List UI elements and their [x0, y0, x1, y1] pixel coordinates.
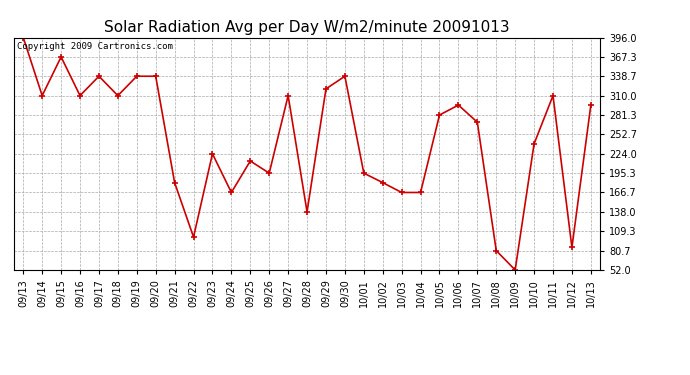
Text: Copyright 2009 Cartronics.com: Copyright 2009 Cartronics.com: [17, 42, 172, 51]
Title: Solar Radiation Avg per Day W/m2/minute 20091013: Solar Radiation Avg per Day W/m2/minute …: [104, 20, 510, 35]
